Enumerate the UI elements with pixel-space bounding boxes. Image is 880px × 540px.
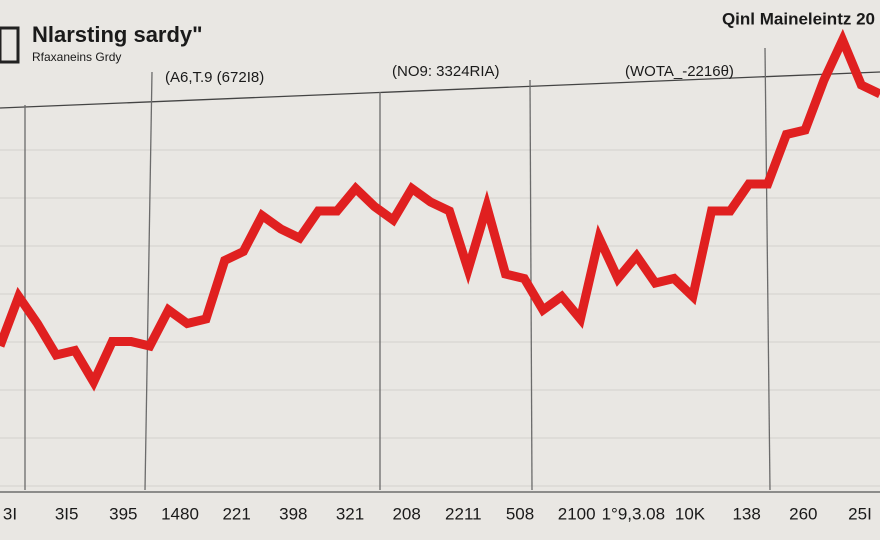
- x-tick-label: 1°9,3.08: [602, 504, 666, 523]
- divider: [144, 71, 153, 491]
- x-tick-label: 10K: [675, 504, 706, 523]
- logo-icon: [0, 26, 20, 64]
- x-tick-label: 1480: [161, 504, 199, 523]
- x-tick-label: 395: [109, 504, 137, 523]
- x-tick-label: 221: [222, 504, 250, 523]
- x-tick-label: 25I: [848, 504, 872, 523]
- x-tick-label: 508: [506, 504, 534, 523]
- x-tick-label: 138: [732, 504, 760, 523]
- divider: [764, 47, 771, 491]
- x-tick-label: 3I5: [55, 504, 79, 523]
- top-right-title: Qinl Maineleintz 20: [722, 9, 875, 28]
- chart-title: Nlarsting sardy": [32, 22, 203, 47]
- annotation: (WOTA_-2216θ): [625, 63, 734, 80]
- header-line: [0, 71, 880, 109]
- x-tick-label: 2100: [558, 504, 596, 523]
- grid: [0, 149, 880, 487]
- x-tick-label: 3I: [3, 504, 17, 523]
- annotation: (NO9: 3324RIA): [392, 63, 500, 80]
- x-tick-label: 398: [279, 504, 307, 523]
- x-tick-label: 321: [336, 504, 364, 523]
- chart-subtitle: Rfaxaneins Grdy: [32, 50, 121, 64]
- annotation: (A6,T.9 (672I8): [165, 69, 264, 86]
- x-tick-label: 2211: [445, 504, 482, 523]
- price-line: [0, 28, 880, 392]
- x-tick-label: 208: [392, 504, 420, 523]
- x-tick-label: 260: [789, 504, 817, 523]
